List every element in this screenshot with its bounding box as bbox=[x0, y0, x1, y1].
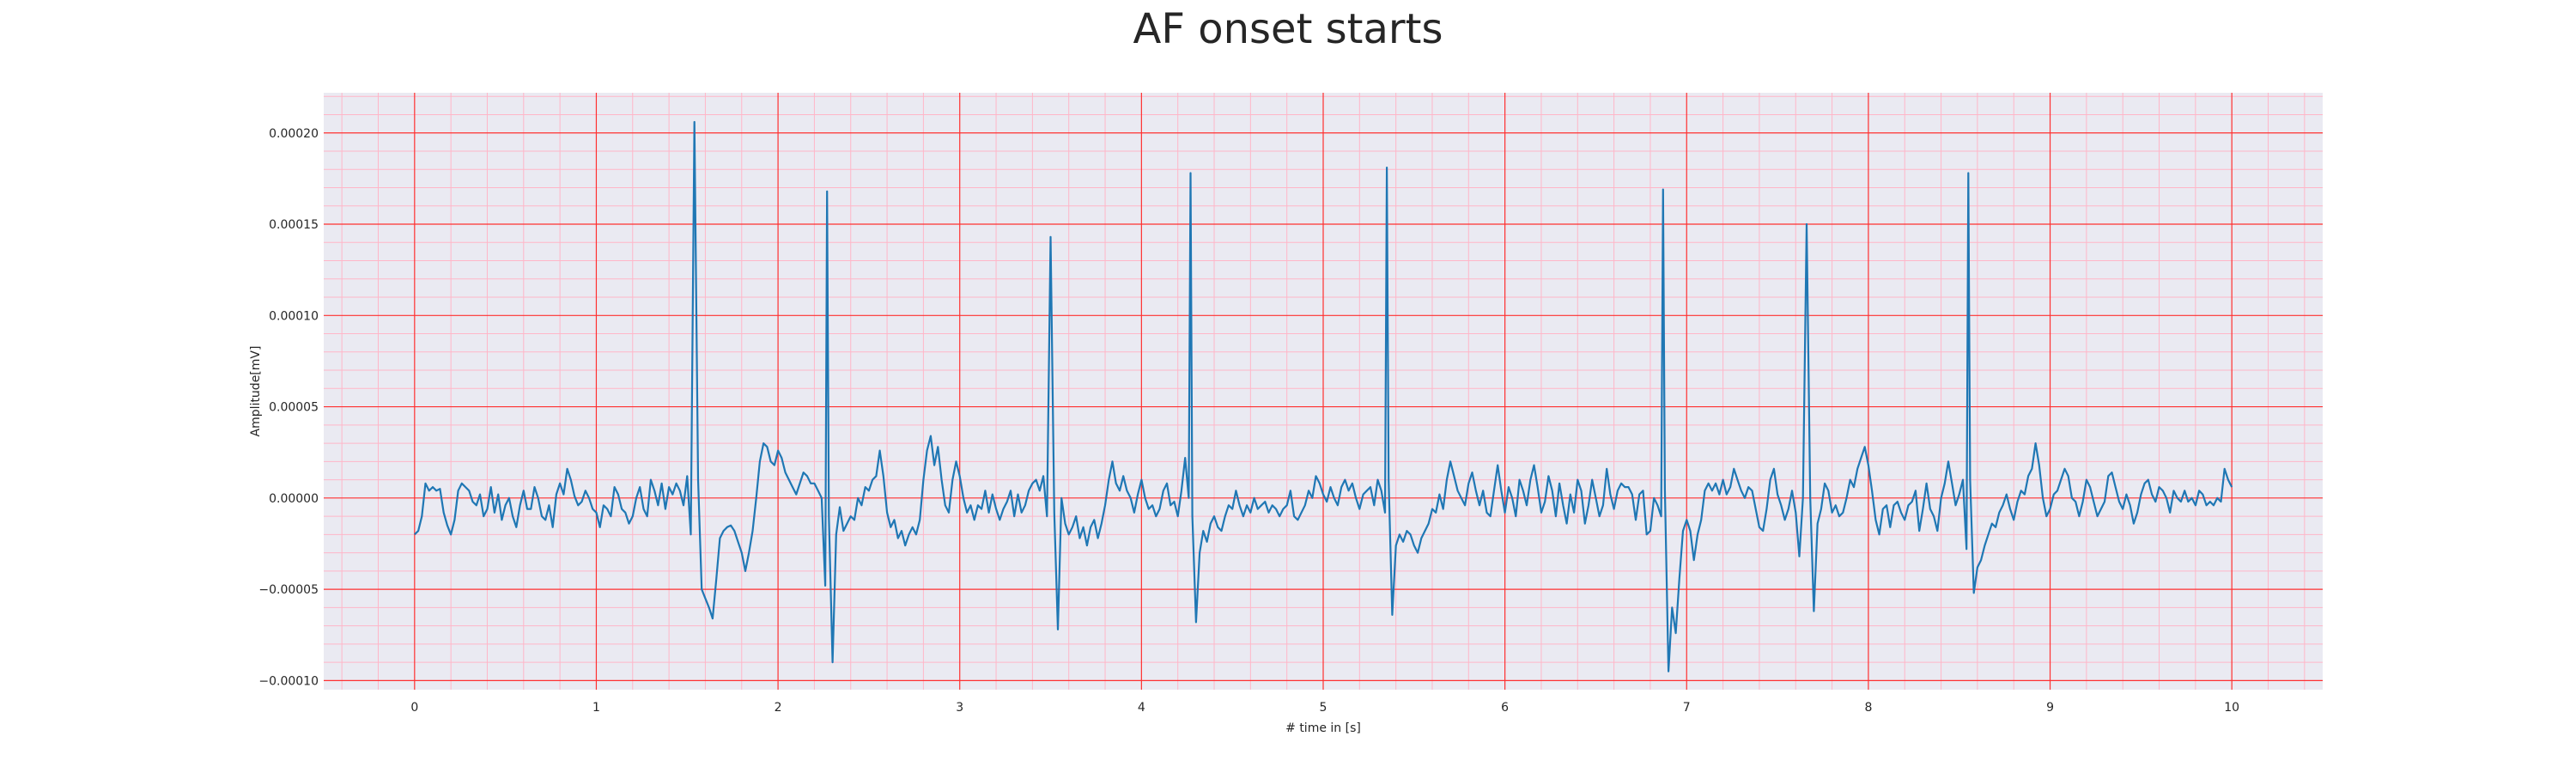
x-tick-labels: 0 1 2 3 4 5 6 7 8 9 10 bbox=[410, 701, 2239, 715]
y-tick-label: 0.00010 bbox=[269, 309, 319, 323]
y-tick-label: 0.00015 bbox=[269, 218, 319, 232]
x-tick-label: 5 bbox=[1320, 701, 1327, 715]
y-tick-label: −0.00005 bbox=[258, 583, 319, 597]
y-tick-labels: 0.00020 0.00015 0.00010 0.00005 0.00000 −0.00… bbox=[258, 127, 319, 689]
major-grid bbox=[324, 93, 2323, 690]
x-axis-label: # time in [s] bbox=[1285, 721, 1361, 735]
x-tick-label: 6 bbox=[1501, 701, 1509, 715]
y-axis-label: Amplitude[mV] bbox=[249, 346, 263, 437]
ecg-series-line bbox=[414, 120, 2233, 673]
x-tick-label: 0 bbox=[410, 701, 418, 715]
x-tick-label: 1 bbox=[592, 701, 600, 715]
y-tick-label: 0.00005 bbox=[269, 401, 319, 415]
y-tick-label: −0.00010 bbox=[258, 674, 319, 688]
x-tick-label: 7 bbox=[1683, 701, 1691, 715]
x-tick-label: 10 bbox=[2224, 701, 2239, 715]
x-tick-label: 3 bbox=[956, 701, 963, 715]
x-tick-label: 2 bbox=[775, 701, 782, 715]
x-tick-label: 4 bbox=[1138, 701, 1145, 715]
chart-title: AF onset starts bbox=[1133, 5, 1443, 53]
y-tick-label: 0.00020 bbox=[269, 127, 319, 141]
x-tick-label: 9 bbox=[2046, 701, 2054, 715]
x-tick-label: 8 bbox=[1864, 701, 1872, 715]
y-tick-label: 0.00000 bbox=[269, 492, 319, 506]
